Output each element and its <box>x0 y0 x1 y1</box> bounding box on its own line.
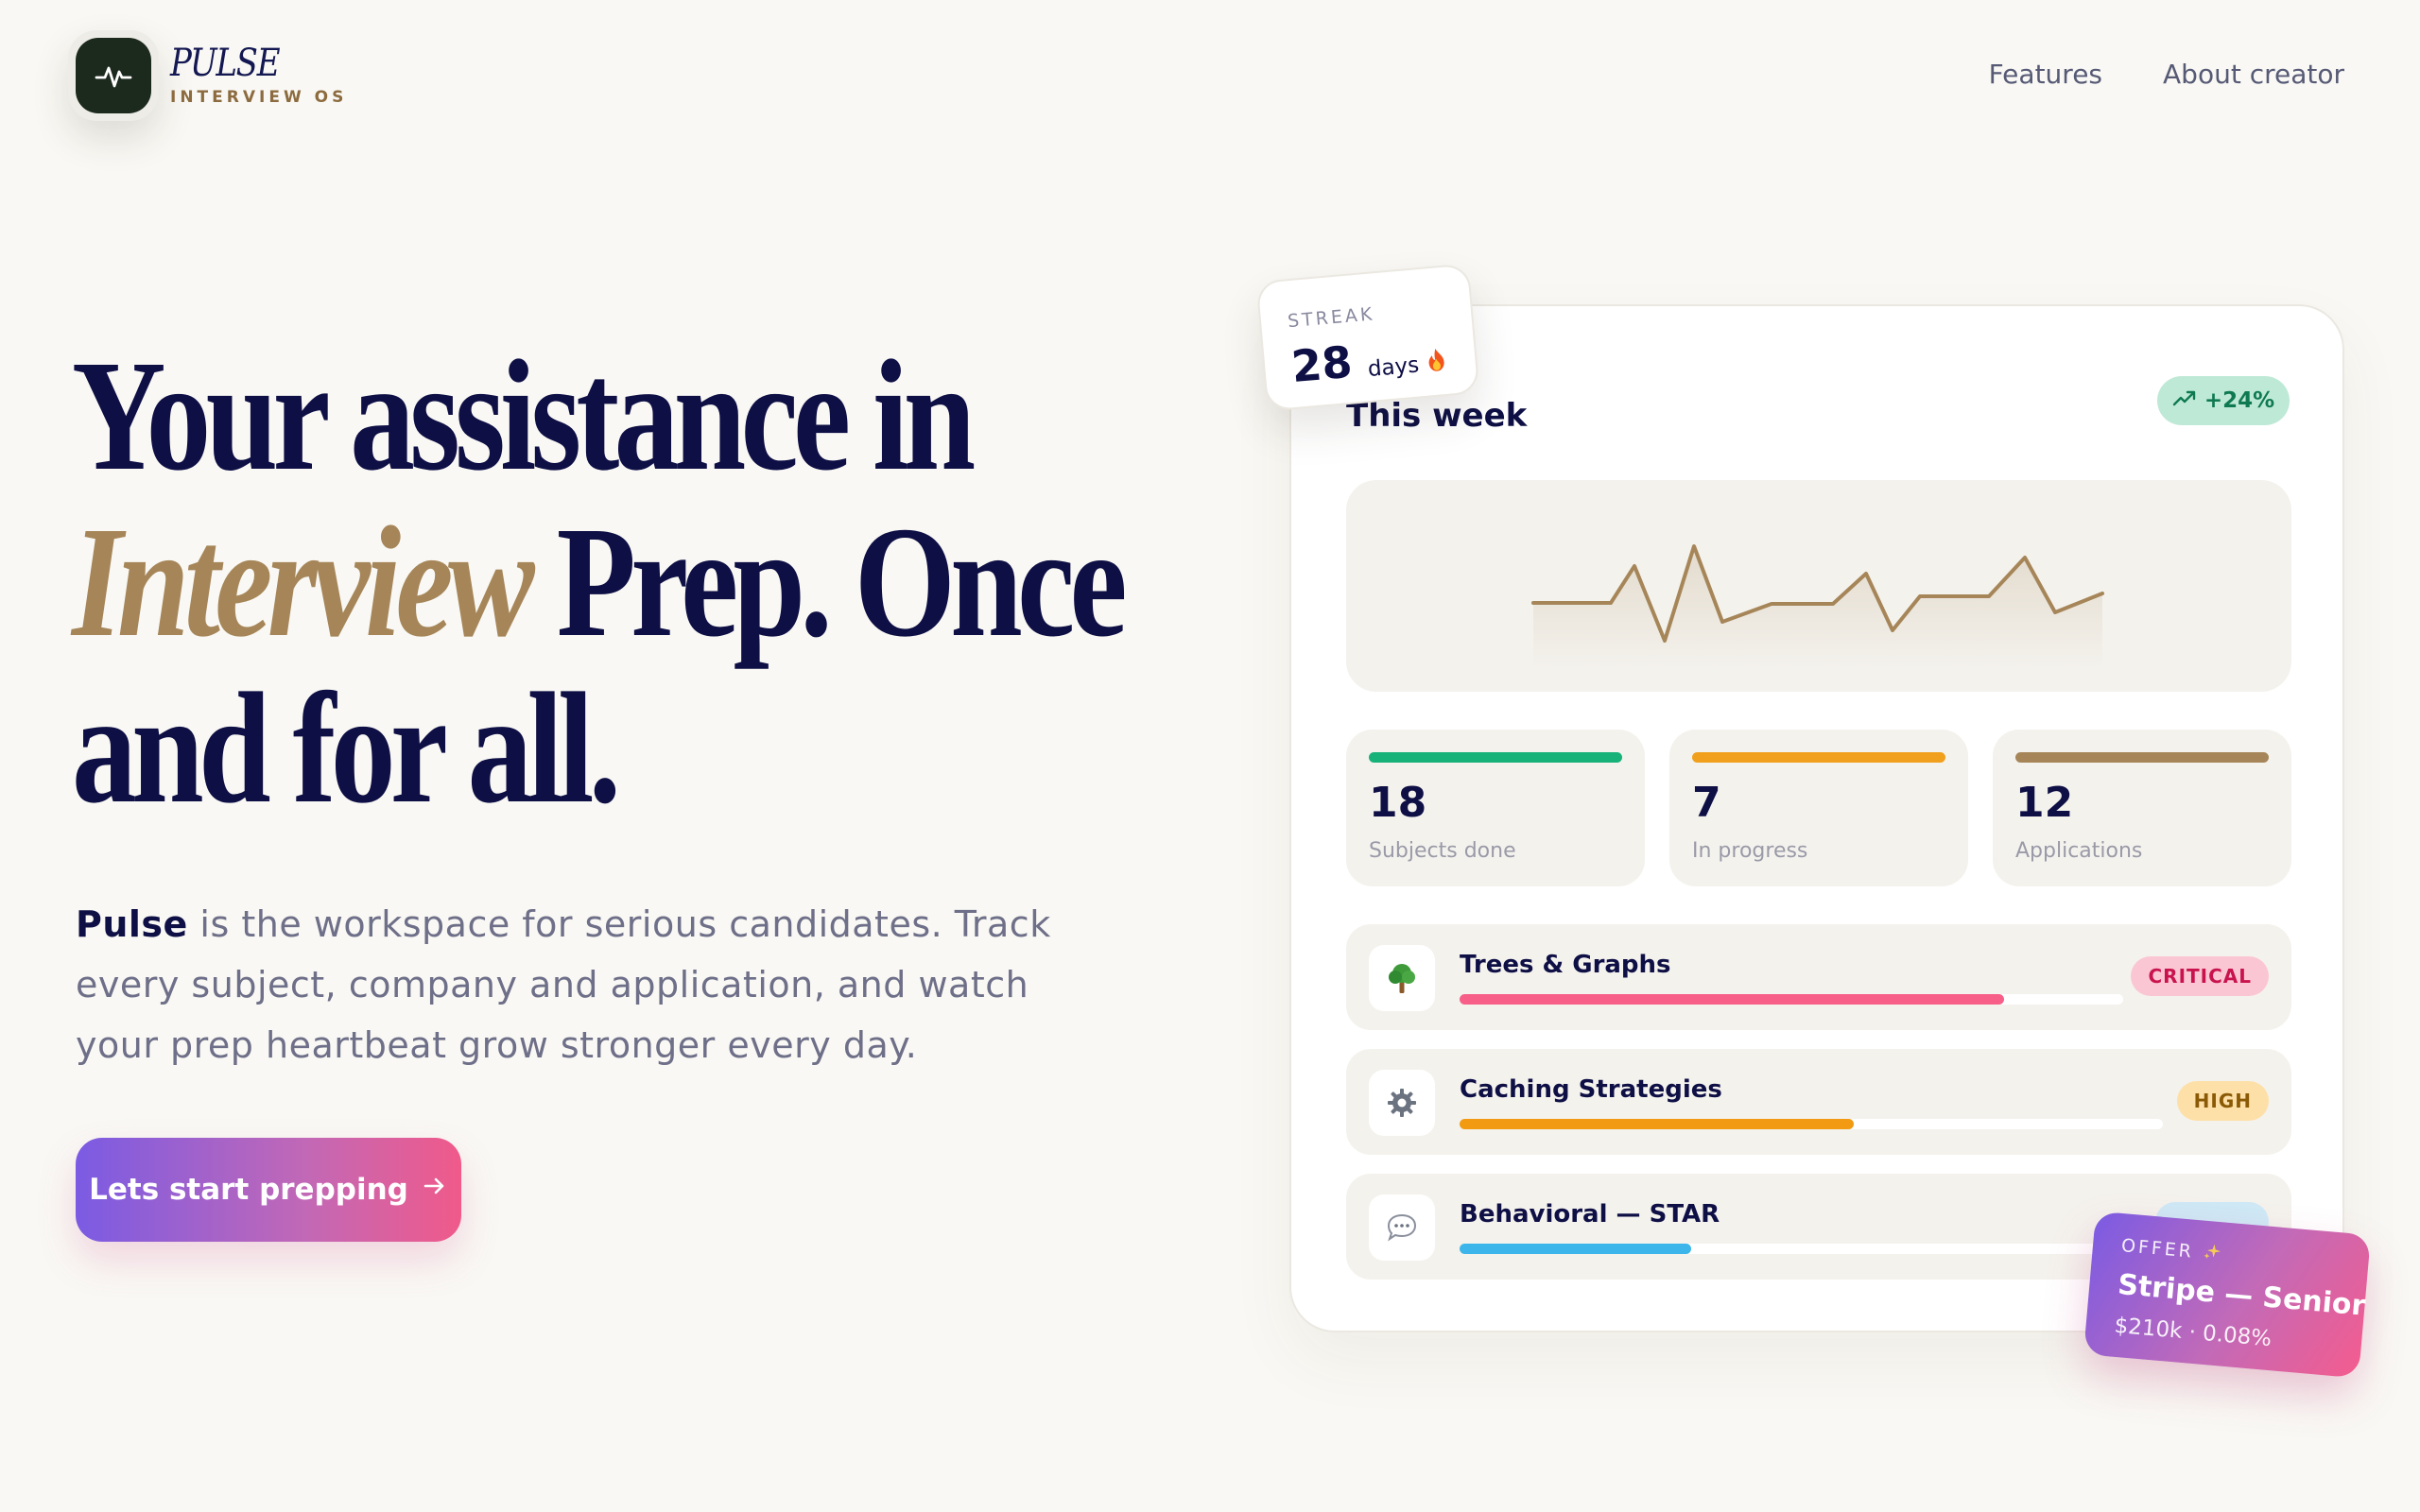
offer-caption-label: OFFER <box>2120 1235 2195 1263</box>
subject-progress-track <box>1460 994 2123 1005</box>
subject-progress-track <box>1460 1244 2140 1254</box>
brand-name: PULSE <box>170 42 281 85</box>
hero-desc-brand: Pulse <box>76 903 188 945</box>
stat-value: 12 <box>2015 779 2074 827</box>
growth-value: +24% <box>2204 388 2275 413</box>
subject-progress-fill <box>1460 994 2004 1005</box>
subject-progress-track <box>1460 1119 2163 1129</box>
stat-bar <box>1369 752 1622 763</box>
stat-subjects-done: 18 Subjects done <box>1346 730 1645 886</box>
speech-bubble-icon <box>1369 1194 1435 1261</box>
stat-value: 18 <box>1369 779 1427 827</box>
stat-label: In progress <box>1692 839 1808 863</box>
subject-row-trees-graphs[interactable]: Trees & Graphs CRITICAL <box>1346 924 2291 1030</box>
hero-accent-word: Interview <box>72 494 535 670</box>
gear-icon <box>1369 1070 1435 1136</box>
brand-tagline: INTERVIEW OS <box>170 88 348 107</box>
stat-bar <box>2015 752 2269 763</box>
hero-desc-text: is the workspace for serious candidates.… <box>76 903 1051 1066</box>
subject-progress-fill <box>1460 1119 1854 1129</box>
growth-badge: +24% <box>2157 376 2290 425</box>
stat-label: Applications <box>2015 839 2143 863</box>
trending-up-icon <box>2172 388 2197 413</box>
cta-label: Lets start prepping <box>89 1173 408 1207</box>
sparkles-icon <box>2202 1243 2222 1265</box>
hero-headline: Your assistance in Interview Prep. Once … <box>72 333 1244 832</box>
nav-features-link[interactable]: Features <box>1988 59 2103 90</box>
start-prepping-button[interactable]: Lets start prepping <box>76 1138 461 1242</box>
offer-card: OFFER Stripe — Senior $210k · 0.08% <box>2083 1211 2372 1379</box>
tree-icon <box>1369 945 1435 1011</box>
priority-badge: HIGH <box>2176 1081 2269 1121</box>
hero-line-1: Your assistance in <box>72 328 976 504</box>
streak-card: STREAK 28 days <box>1255 263 1480 412</box>
subject-name: Behavioral — STAR <box>1460 1200 1720 1228</box>
offer-compensation: $210k · 0.08% <box>2113 1313 2273 1352</box>
offer-caption: OFFER <box>2120 1234 2222 1264</box>
streak-value: 28 <box>1289 335 1355 393</box>
stat-label: Subjects done <box>1369 839 1516 863</box>
subject-progress-fill <box>1460 1244 1691 1254</box>
stat-applications: 12 Applications <box>1993 730 2291 886</box>
stat-bar <box>1692 752 1945 763</box>
subject-name: Trees & Graphs <box>1460 951 1671 979</box>
stat-in-progress: 7 In progress <box>1669 730 1968 886</box>
logo-text: PULSE INTERVIEW OS <box>170 44 347 107</box>
stat-value: 7 <box>1692 779 1721 827</box>
offer-role: Stripe — Senior <box>2116 1267 2367 1323</box>
card-title: This week <box>1346 397 1528 435</box>
subject-row-caching-strategies[interactable]: Caching Strategies HIGH <box>1346 1049 2291 1155</box>
hero-line-2-rest: Prep. Once <box>529 494 1128 670</box>
activity-sparkline <box>1346 480 2291 692</box>
top-nav: Features About creator <box>1989 59 2344 90</box>
arrow-right-icon <box>422 1173 448 1207</box>
hero-line-2: Interview Prep. Once <box>72 499 1128 665</box>
weekly-dashboard-card: This week +24% 18 Subjects done 7 In pro… <box>1289 304 2344 1332</box>
logo[interactable]: PULSE INTERVIEW OS <box>68 30 347 121</box>
streak-unit: days <box>1366 347 1447 382</box>
streak-caption: STREAK <box>1287 303 1376 333</box>
pulse-icon <box>76 38 151 113</box>
nav-about-link[interactable]: About creator <box>2163 59 2344 90</box>
subject-name: Caching Strategies <box>1460 1075 1722 1104</box>
logo-tile <box>68 30 159 121</box>
hero-line-3: and for all. <box>72 661 621 836</box>
streak-unit-label: days <box>1366 352 1421 383</box>
fire-icon <box>1425 348 1447 377</box>
priority-badge: CRITICAL <box>2131 956 2269 996</box>
hero-description: Pulse is the workspace for serious candi… <box>76 894 1059 1075</box>
